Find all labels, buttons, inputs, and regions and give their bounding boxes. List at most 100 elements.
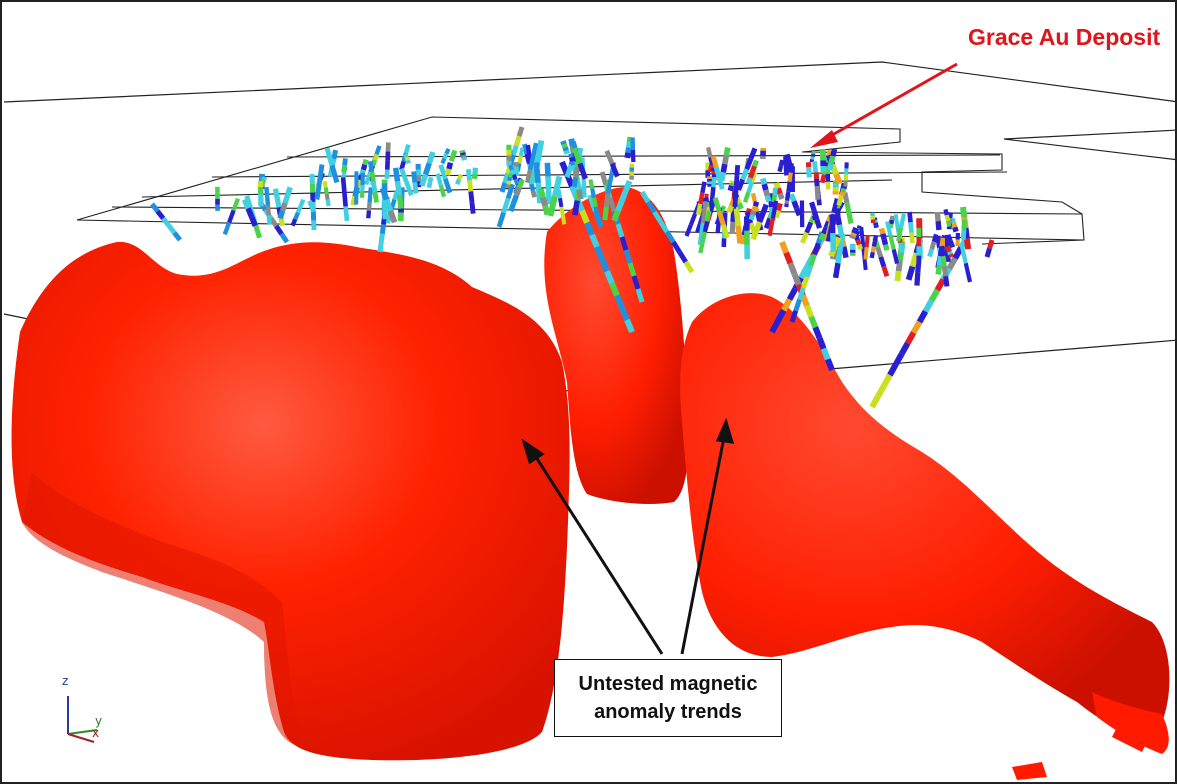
- drillhole-segment: [558, 197, 564, 208]
- drillhole-segment: [710, 186, 716, 197]
- drillhole-segment: [700, 181, 707, 194]
- drillhole-segment: [574, 179, 582, 191]
- drillhole-segment: [875, 246, 884, 258]
- callout-line-1: Untested magnetic: [578, 673, 758, 695]
- drillhole-segment: [869, 394, 881, 409]
- drillhole-segment: [882, 244, 890, 251]
- drillhole-segment: [677, 250, 688, 264]
- drillhole-segment: [700, 231, 707, 243]
- drillhole-segment: [871, 240, 878, 247]
- drillhole-segment: [516, 178, 525, 189]
- drillhole-segment: [501, 197, 511, 214]
- drillhole-segment: [778, 159, 785, 167]
- drillhole-segment: [730, 210, 737, 223]
- drillhole-segment: [249, 215, 258, 227]
- drillhole-segment: [603, 192, 611, 207]
- drillhole-segment: [274, 197, 282, 208]
- drillhole-segment: [513, 186, 522, 197]
- drillhole-segment: [684, 224, 693, 237]
- drillhole-segment: [777, 192, 785, 200]
- drillhole-segment: [367, 160, 375, 172]
- drillhole-segment: [733, 208, 741, 227]
- drillhole-segment: [775, 187, 783, 195]
- drillhole-segment: [516, 126, 525, 138]
- drillhole-segment: [372, 153, 380, 162]
- drillhole-segment: [362, 158, 369, 166]
- drillhole-segment: [627, 262, 637, 277]
- drillhole-segment: [499, 181, 508, 193]
- drillhole-segment: [314, 181, 322, 200]
- drillhole-segment: [870, 246, 877, 253]
- drillhole-segment: [841, 246, 849, 259]
- drillhole-segment: [719, 205, 727, 214]
- drillhole-segment: [625, 141, 633, 148]
- drillhole-segment: [872, 234, 879, 242]
- drillhole-segment: [851, 229, 858, 235]
- drillhole-segment: [804, 304, 814, 318]
- drillhole-segment: [770, 200, 779, 219]
- drillhole-segment: [607, 172, 615, 184]
- drillhole-segment: [403, 153, 409, 158]
- drillhole-segment: [166, 224, 177, 235]
- drillhole-segment: [231, 197, 241, 212]
- drillhole-segment: [529, 183, 536, 192]
- drillhole-segment: [405, 159, 412, 165]
- drillhole-segment: [786, 181, 792, 192]
- drillhole-segment: [947, 250, 953, 256]
- drillhole-segment: [763, 189, 771, 197]
- drillhole-segment: [773, 182, 781, 190]
- drillhole-segment: [899, 341, 911, 356]
- drillhole-segment: [622, 179, 633, 193]
- drillhole-segment: [404, 156, 410, 162]
- drillhole-segment: [533, 162, 541, 184]
- drillhole-segment: [265, 205, 271, 216]
- drillhole-segment: [341, 165, 347, 173]
- drillhole-segment: [897, 252, 905, 261]
- drillhole-segment: [855, 239, 862, 246]
- drillhole-segment: [411, 171, 418, 183]
- drillhole-segment: [896, 227, 904, 242]
- drillhole-segment: [800, 294, 810, 308]
- axis-y-label: y: [95, 714, 103, 728]
- drillhole-segment: [946, 256, 958, 271]
- drillhole-segment: [399, 160, 406, 171]
- drillhole-segment: [783, 156, 790, 167]
- drillhole-segment: [726, 205, 735, 214]
- drillhole-segment: [720, 223, 730, 239]
- drillhole-segment: [928, 288, 940, 303]
- drillhole-segment: [763, 217, 772, 229]
- drillhole-segment: [568, 153, 574, 159]
- drillhole-segment: [507, 173, 513, 178]
- drillhole-segment: [571, 147, 583, 165]
- drillhole-segment: [907, 211, 913, 223]
- drillhole-segment: [749, 165, 757, 173]
- drillhole-segment: [945, 245, 951, 250]
- drillhole-segment: [873, 224, 879, 229]
- drillhole-segment: [496, 211, 506, 228]
- drillhole-segment: [732, 196, 738, 207]
- drillhole-segment: [939, 245, 946, 257]
- drillhole-segment: [748, 214, 755, 221]
- drillhole-segment: [706, 146, 713, 158]
- drillhole-segment: [734, 164, 741, 176]
- drillhole-segment: [507, 176, 512, 182]
- drillhole-segment: [894, 270, 902, 282]
- drillhole-segment: [272, 188, 280, 199]
- drillhole-segment: [793, 298, 802, 312]
- drillhole-segment: [368, 187, 374, 196]
- drillhole-segment: [396, 194, 404, 209]
- drillhole-segment: [394, 181, 403, 196]
- drillhole-segment: [935, 220, 942, 231]
- drillhole-segment: [881, 238, 889, 246]
- drillhole-segment: [709, 196, 715, 207]
- drillhole-segment: [290, 218, 298, 227]
- drillhole-segment: [325, 199, 331, 207]
- drillhole-segment: [840, 187, 847, 193]
- drillhole-segment: [605, 182, 613, 194]
- drillhole-segment: [710, 155, 719, 168]
- drillhole-segment: [615, 199, 625, 212]
- drillhole-segment: [264, 196, 271, 207]
- drillhole-segment: [399, 167, 409, 183]
- drillhole-segment: [931, 233, 939, 243]
